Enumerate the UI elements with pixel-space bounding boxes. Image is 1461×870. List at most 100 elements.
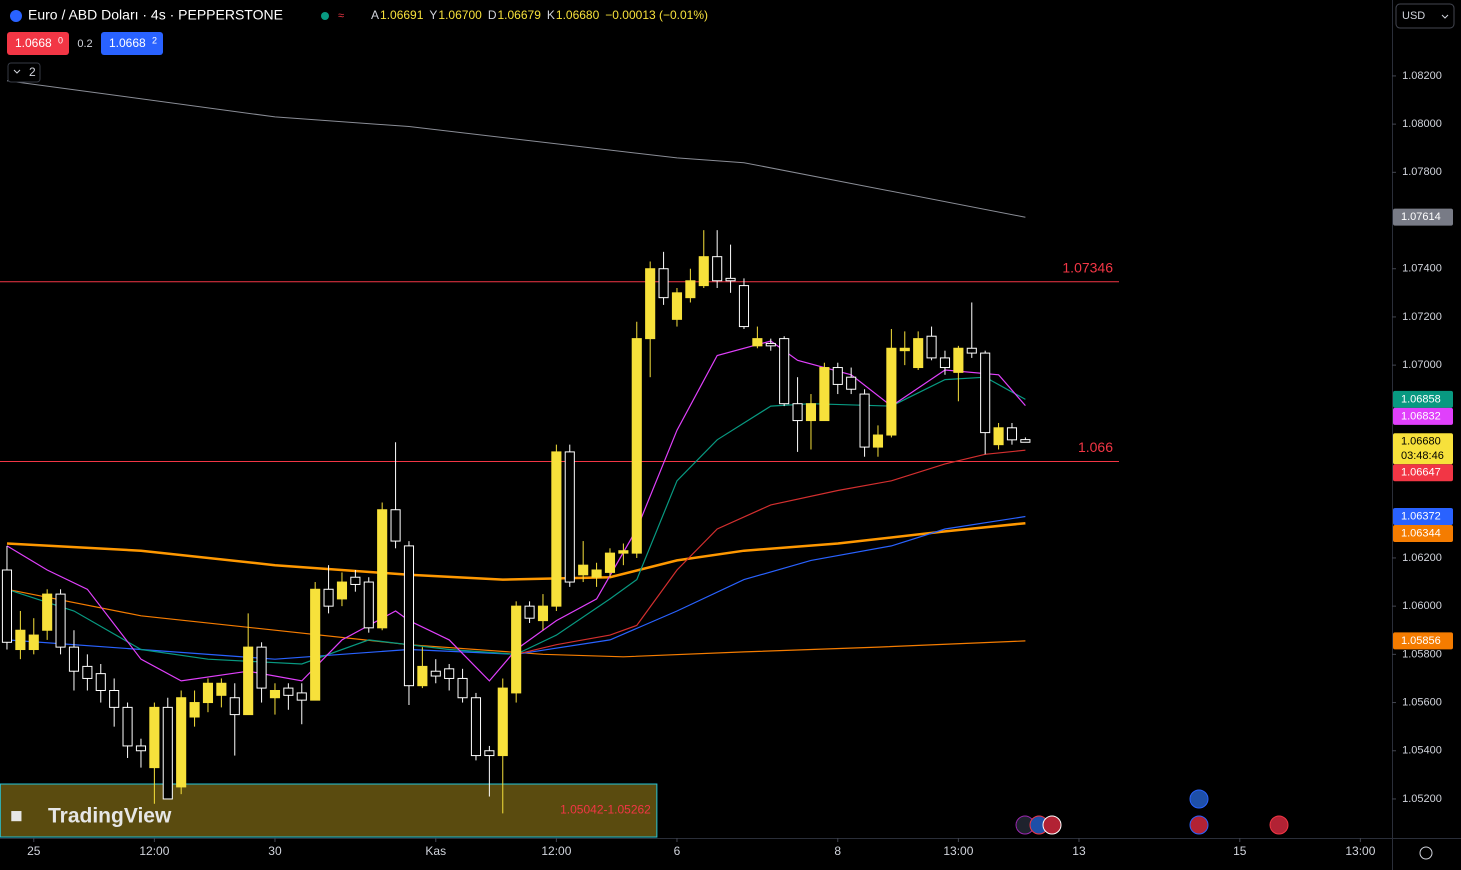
candle-body [109, 690, 120, 708]
candle-body [82, 665, 93, 679]
ohlc-key: D [488, 8, 497, 22]
sell-pip[interactable]: 0 [58, 35, 63, 45]
candle-body [202, 682, 214, 704]
ohlc-key: K [547, 8, 555, 22]
x-tick-label: Kas [425, 844, 446, 858]
event-icon[interactable] [1269, 815, 1289, 835]
x-tick-label: 12:00 [541, 844, 571, 858]
candle-body [176, 697, 187, 788]
ohlc-key: A [371, 8, 379, 22]
price-badge [1393, 433, 1453, 465]
candle-body [484, 750, 495, 757]
indicators-count[interactable]: 2 [29, 65, 36, 79]
ohlc-legend: A 1.06691 Y 1.06700 D 1.06679 K 1.06680 −0.00013… [371, 8, 708, 22]
candle-body [752, 338, 763, 347]
candle-body [671, 292, 683, 320]
candle-body [765, 342, 776, 347]
ohlc-value: 1.06700 [438, 8, 482, 22]
currency[interactable]: USD [1402, 10, 1425, 22]
buy-pip[interactable]: 2 [152, 35, 157, 45]
candle-body [162, 706, 173, 800]
candle-body [256, 646, 267, 689]
candle-body [350, 576, 361, 585]
candle-body [377, 509, 388, 629]
chevron [13, 69, 21, 74]
plot-area: 1.05042-1.05262 1.07346 1.066 [0, 80, 1119, 838]
symbol-icon[interactable] [10, 10, 22, 22]
candle-body [819, 367, 830, 422]
candle-body [604, 552, 616, 573]
candle-body [310, 588, 321, 701]
y-tick-label: 1.07400 [1402, 263, 1442, 275]
y-tick-label: 1.05200 [1402, 793, 1442, 805]
candle-body [832, 367, 843, 385]
ma-line [516, 449, 1026, 655]
candle-body [229, 697, 240, 716]
candle-body [283, 687, 294, 696]
indicators-toggle[interactable] [7, 62, 41, 83]
buy-button[interactable] [101, 32, 163, 55]
x-tick-label: 13 [1072, 844, 1086, 858]
price-badge [1393, 407, 1453, 425]
event-icon[interactable] [1042, 815, 1062, 835]
price-badge-label: 1.07614 [1401, 211, 1441, 223]
candle-body [417, 665, 428, 687]
candle-body [122, 706, 133, 747]
settings-icon[interactable] [1419, 846, 1433, 860]
candle-body [966, 347, 977, 354]
price-zone [0, 783, 658, 838]
x-tick-label: 12:00 [139, 844, 169, 858]
sell-price[interactable]: 1.0668 [15, 36, 52, 50]
price-badge-label: 1.06344 [1401, 527, 1441, 539]
y-tick-label: 1.05400 [1402, 745, 1442, 757]
candle-body [578, 564, 589, 576]
buy-price[interactable]: 1.0668 [109, 36, 146, 50]
ohlc-value: 1.06679 [497, 8, 541, 22]
candle-body [712, 256, 723, 282]
candle-body [805, 403, 817, 422]
candle-body [390, 509, 401, 542]
y-tick-label: 1.05800 [1402, 648, 1442, 660]
candle-body [886, 347, 897, 436]
candle-body [591, 569, 602, 578]
candle-body [363, 581, 374, 629]
spread: 0.2 [77, 38, 92, 50]
candle-body [846, 376, 857, 390]
candle-body [564, 451, 575, 583]
candle-body [470, 697, 482, 757]
candle-body [296, 692, 307, 701]
zone-label: 1.05042-1.05262 [560, 803, 651, 817]
price-badge-label: 1.06680 [1401, 436, 1441, 448]
candle-body [28, 634, 39, 651]
candle-body [497, 687, 508, 757]
candle-body [872, 434, 884, 448]
currency-select[interactable] [1395, 3, 1455, 29]
candle-body [403, 545, 415, 687]
event-icon[interactable] [1189, 789, 1209, 809]
symbol-title[interactable]: Euro / ABD Doları · 4s · PEPPERSTONE [28, 7, 283, 23]
candle-body [953, 347, 964, 373]
candle-body [738, 285, 750, 328]
candle-body [658, 268, 669, 299]
x-tick-label: 30 [268, 844, 282, 858]
candle-body [1, 569, 13, 643]
candle-body [15, 629, 26, 651]
x-tick-label: 8 [834, 844, 841, 858]
price-badge [1393, 632, 1453, 650]
candle-body [1020, 439, 1031, 443]
sell-button[interactable] [7, 32, 69, 55]
x-tick-label: 6 [674, 844, 681, 858]
price-level-label: 1.066 [1078, 439, 1113, 455]
event-icon[interactable] [1189, 815, 1209, 835]
candle-body [216, 682, 227, 696]
price-badge-countdown: 03:48:46 [1401, 450, 1444, 462]
ma-line [6, 80, 1026, 218]
candle-body [430, 670, 441, 677]
candle-body [685, 280, 696, 299]
candle-body [135, 745, 147, 752]
watermark-logo: ■ [10, 805, 23, 828]
ohlc-key: Y [429, 8, 437, 22]
candle-body [149, 706, 160, 769]
candle-body [457, 677, 468, 699]
